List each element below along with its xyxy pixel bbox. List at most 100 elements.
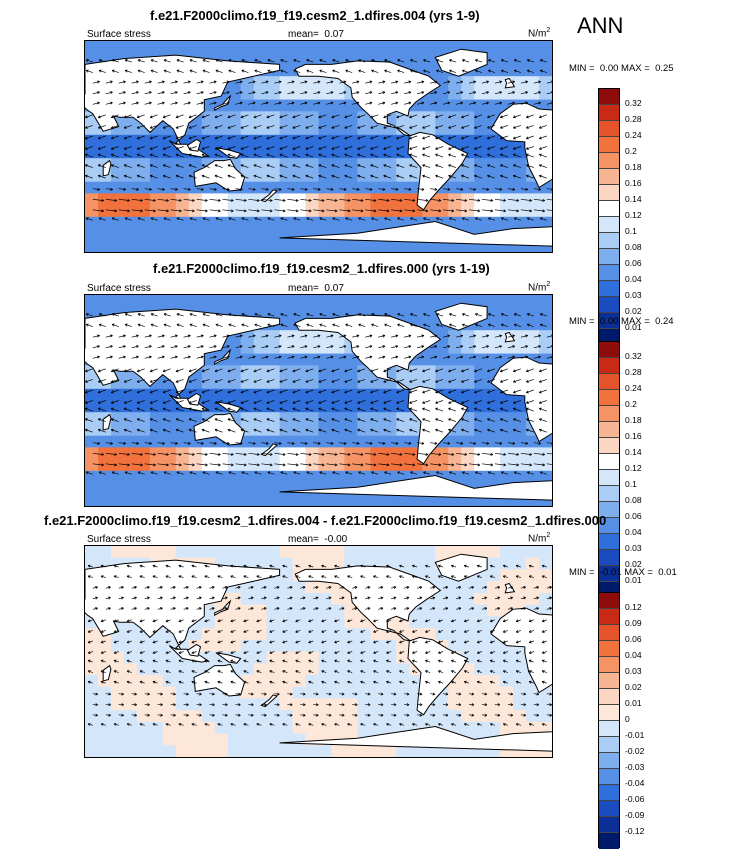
colorbar-swatch <box>599 201 619 217</box>
field-cell <box>85 295 99 307</box>
field-cell <box>448 593 462 605</box>
field-cell <box>228 546 242 558</box>
field-cell <box>280 307 294 319</box>
field-cell <box>137 663 151 675</box>
field-cell <box>293 675 307 687</box>
field-cell <box>332 205 346 217</box>
field-cell <box>357 745 371 757</box>
field-cell <box>176 240 190 252</box>
field-cell <box>513 205 527 217</box>
field-cell <box>461 605 475 617</box>
field-cell <box>357 675 371 687</box>
field-cell <box>344 628 358 640</box>
colorbar-swatch <box>599 217 619 233</box>
field-cell <box>500 663 514 675</box>
field-cell <box>332 628 346 640</box>
field-cell <box>513 53 527 65</box>
field-cell <box>332 745 346 757</box>
field-cell <box>254 722 268 734</box>
field-cell <box>319 558 333 570</box>
field-cell <box>241 342 255 354</box>
field-cell <box>137 483 151 495</box>
field-cell <box>513 459 527 471</box>
field-cell <box>215 745 229 757</box>
field-cell <box>474 342 488 354</box>
field-cell <box>280 182 294 194</box>
field-cell <box>254 459 268 471</box>
panel-2-map-svg <box>85 295 552 506</box>
field-cell <box>150 182 164 194</box>
field-cell <box>422 605 436 617</box>
field-cell <box>487 205 501 217</box>
field-cell <box>293 459 307 471</box>
field-cell <box>202 377 216 389</box>
field-cell <box>344 546 358 558</box>
field-cell <box>241 663 255 675</box>
field-cell <box>280 675 294 687</box>
field-cell <box>267 745 281 757</box>
field-cell <box>319 123 333 135</box>
field-cell <box>137 295 151 307</box>
colorbar-tick-label: 0.12 <box>625 602 642 612</box>
field-cell <box>241 158 255 170</box>
panel-2-units-text: N/m <box>528 282 546 293</box>
field-cell <box>85 41 99 53</box>
field-cell <box>267 295 281 307</box>
field-cell <box>254 41 268 53</box>
field-cell <box>306 342 320 354</box>
colorbar-tick-label: 0.02 <box>625 682 642 692</box>
field-cell <box>306 494 320 506</box>
field-cell <box>241 734 255 746</box>
field-cell <box>319 205 333 217</box>
colorbar-tick-label: 0.14 <box>625 447 642 457</box>
field-cell <box>461 459 475 471</box>
field-cell <box>500 88 514 100</box>
field-cell <box>474 605 488 617</box>
field-cell <box>539 88 552 100</box>
field-cell <box>85 745 99 757</box>
field-cell <box>487 53 501 65</box>
field-cell <box>448 710 462 722</box>
field-cell <box>280 342 294 354</box>
field-cell <box>293 240 307 252</box>
field-cell <box>344 41 358 53</box>
colorbar-swatch <box>599 390 619 406</box>
field-cell <box>254 295 268 307</box>
field-cell <box>111 436 125 448</box>
field-cell <box>267 722 281 734</box>
field-cell <box>111 687 125 699</box>
field-cell <box>319 158 333 170</box>
field-cell <box>474 182 488 194</box>
field-cell <box>254 628 268 640</box>
field-cell <box>137 675 151 687</box>
field-cell <box>124 722 138 734</box>
panel-1-mean-value: 0.07 <box>324 29 343 40</box>
field-cell <box>435 342 449 354</box>
field-cell <box>500 436 514 448</box>
field-cell <box>228 459 242 471</box>
field-cell <box>461 616 475 628</box>
field-cell <box>487 459 501 471</box>
field-cell <box>163 483 177 495</box>
colorbar-swatch <box>599 89 619 105</box>
field-cell <box>526 41 540 53</box>
field-cell <box>254 494 268 506</box>
field-cell <box>461 100 475 112</box>
field-cell <box>98 710 112 722</box>
colorbar-tick-label: 0.24 <box>625 383 642 393</box>
field-cell <box>370 412 384 424</box>
panel-2-variable-label: Surface stress <box>87 283 151 294</box>
field-cell <box>370 205 384 217</box>
field-cell <box>422 546 436 558</box>
field-cell <box>513 342 527 354</box>
colorbar-tick-label: 0.02 <box>625 306 642 316</box>
colorbar-swatch <box>599 422 619 438</box>
field-cell <box>254 734 268 746</box>
field-cell <box>396 158 410 170</box>
field-cell <box>241 722 255 734</box>
field-cell <box>137 494 151 506</box>
field-cell <box>189 663 203 675</box>
field-cell <box>332 100 346 112</box>
field-cell <box>332 436 346 448</box>
panel-2-max-value: 0.24 <box>655 316 674 327</box>
